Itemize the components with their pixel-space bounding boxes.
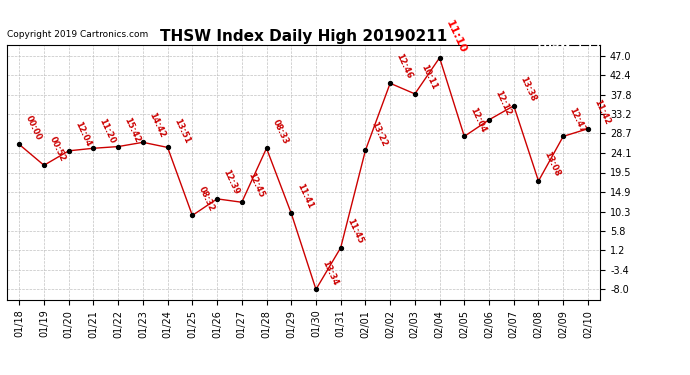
Point bbox=[236, 199, 247, 205]
Point bbox=[409, 91, 420, 97]
Text: 12:39: 12:39 bbox=[221, 168, 241, 196]
Point bbox=[63, 148, 75, 154]
Point bbox=[335, 245, 346, 251]
Point bbox=[187, 212, 198, 218]
Point bbox=[533, 178, 544, 184]
Text: 13:22: 13:22 bbox=[370, 120, 389, 148]
Text: 12:45: 12:45 bbox=[246, 171, 266, 200]
Text: 11:42: 11:42 bbox=[592, 98, 611, 126]
Text: 11:45: 11:45 bbox=[345, 217, 364, 245]
Text: 12:12: 12:12 bbox=[493, 89, 513, 117]
Point bbox=[459, 134, 470, 140]
Text: 08:33: 08:33 bbox=[270, 118, 290, 146]
Point bbox=[434, 55, 445, 61]
Point bbox=[261, 145, 272, 151]
Text: 15:42: 15:42 bbox=[122, 116, 142, 144]
Text: 08:32: 08:32 bbox=[197, 185, 216, 213]
Text: 13:38: 13:38 bbox=[518, 75, 538, 103]
Text: 12:04: 12:04 bbox=[469, 105, 488, 134]
Text: THSW  (°F): THSW (°F) bbox=[535, 39, 600, 49]
Text: 00:00: 00:00 bbox=[23, 114, 43, 142]
Point bbox=[88, 145, 99, 151]
Point bbox=[558, 134, 569, 140]
Text: 13:34: 13:34 bbox=[320, 259, 339, 286]
Point bbox=[112, 144, 124, 150]
Text: Copyright 2019 Cartronics.com: Copyright 2019 Cartronics.com bbox=[7, 30, 148, 39]
Point bbox=[582, 126, 593, 132]
Point bbox=[162, 144, 173, 150]
Point bbox=[14, 141, 25, 147]
Text: 12:47: 12:47 bbox=[567, 105, 586, 134]
Point bbox=[509, 103, 520, 109]
Text: 12:04: 12:04 bbox=[73, 120, 92, 148]
Text: 14:42: 14:42 bbox=[147, 111, 166, 140]
Point bbox=[384, 80, 395, 86]
Point bbox=[310, 286, 322, 292]
Point bbox=[286, 210, 297, 216]
Text: 13:51: 13:51 bbox=[172, 117, 191, 145]
Text: 00:52: 00:52 bbox=[48, 135, 68, 162]
Point bbox=[360, 147, 371, 153]
Text: 10:11: 10:11 bbox=[419, 63, 438, 91]
Point bbox=[484, 117, 495, 123]
Text: 11:41: 11:41 bbox=[295, 182, 315, 210]
Point bbox=[137, 140, 148, 146]
Text: 11:10: 11:10 bbox=[444, 19, 468, 55]
Point bbox=[39, 162, 50, 168]
Text: 11:20: 11:20 bbox=[97, 117, 117, 146]
Text: 13:08: 13:08 bbox=[542, 150, 562, 178]
Point bbox=[212, 196, 223, 202]
Title: THSW Index Daily High 20190211: THSW Index Daily High 20190211 bbox=[160, 29, 447, 44]
Text: 12:46: 12:46 bbox=[394, 52, 414, 81]
